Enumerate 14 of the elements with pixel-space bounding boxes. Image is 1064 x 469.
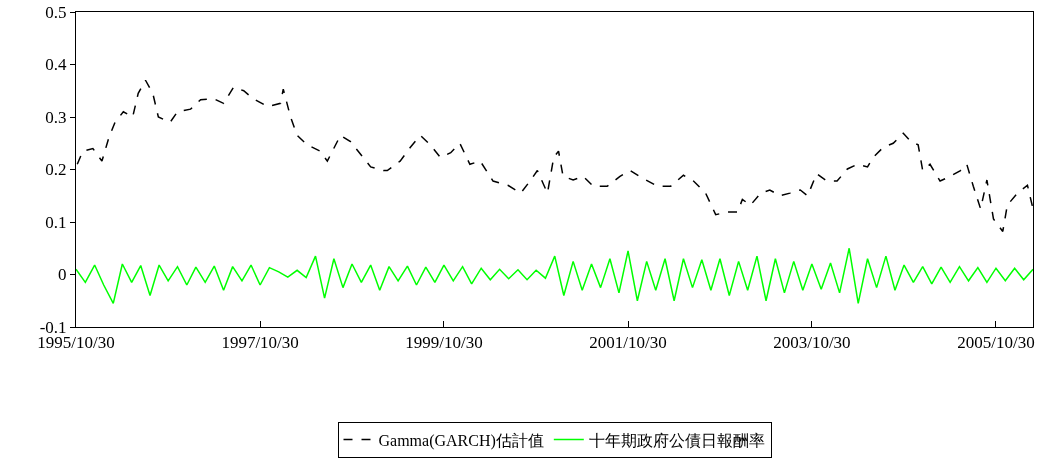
- legend-label: 十年期政府公債日報酬率: [588, 431, 765, 449]
- y-tick-label: 0.1: [45, 212, 67, 232]
- line-series: [76, 247, 1033, 305]
- x-tick-label: 1997/10/30: [221, 333, 299, 353]
- y-tick-label: 0.2: [45, 160, 67, 180]
- y-tick-label: 0.4: [45, 55, 68, 75]
- x-tick-label: 1999/10/30: [405, 333, 483, 353]
- x-tick-label: 2005/10/30: [957, 333, 1035, 353]
- y-tick-label: 0.3: [45, 107, 67, 127]
- x-tick-label: 2003/10/30: [773, 333, 851, 353]
- x-tick-label: 2001/10/30: [589, 333, 667, 353]
- y-tick-label: 0: [58, 265, 67, 285]
- y-tick-label: 0.5: [45, 2, 67, 22]
- legend-label: Gamma(GARCH)估計值: [378, 431, 544, 450]
